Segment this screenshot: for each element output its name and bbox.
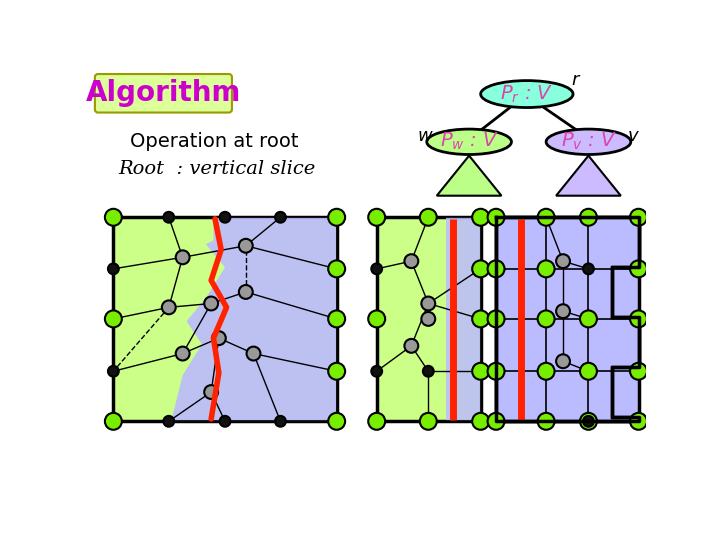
Circle shape xyxy=(580,310,597,327)
Circle shape xyxy=(630,260,647,278)
Text: Algorithm: Algorithm xyxy=(86,79,241,107)
Circle shape xyxy=(204,385,218,399)
Circle shape xyxy=(368,209,385,226)
Circle shape xyxy=(328,413,345,430)
Ellipse shape xyxy=(546,129,631,154)
Circle shape xyxy=(538,260,554,278)
Circle shape xyxy=(556,304,570,318)
Circle shape xyxy=(472,310,489,327)
Text: v: v xyxy=(628,127,639,145)
Circle shape xyxy=(108,264,119,274)
Circle shape xyxy=(487,260,505,278)
Text: $P_v$ : V: $P_v$ : V xyxy=(561,131,616,152)
Circle shape xyxy=(176,251,189,264)
Circle shape xyxy=(368,310,385,327)
Circle shape xyxy=(538,413,554,430)
Circle shape xyxy=(328,260,345,278)
Circle shape xyxy=(487,209,505,226)
Circle shape xyxy=(630,413,647,430)
Polygon shape xyxy=(171,217,337,421)
Polygon shape xyxy=(496,217,639,421)
Circle shape xyxy=(538,310,554,327)
Circle shape xyxy=(420,209,437,226)
Polygon shape xyxy=(437,156,501,195)
Circle shape xyxy=(487,363,505,380)
Text: Operation at root: Operation at root xyxy=(130,132,299,151)
Text: w: w xyxy=(417,127,432,145)
Bar xyxy=(496,217,639,421)
Circle shape xyxy=(487,413,505,430)
Text: $P_w$ : V: $P_w$ : V xyxy=(440,131,498,152)
Polygon shape xyxy=(556,156,621,195)
Circle shape xyxy=(328,209,345,226)
Circle shape xyxy=(472,363,489,380)
Bar xyxy=(377,217,481,421)
Circle shape xyxy=(421,312,435,326)
Circle shape xyxy=(405,254,418,268)
Bar xyxy=(113,217,337,421)
Circle shape xyxy=(105,209,122,226)
Circle shape xyxy=(176,347,189,361)
Circle shape xyxy=(472,260,489,278)
Circle shape xyxy=(220,212,230,222)
Circle shape xyxy=(580,209,597,226)
Circle shape xyxy=(372,264,382,274)
Circle shape xyxy=(275,416,286,427)
Circle shape xyxy=(630,209,647,226)
Text: Root  : vertical slice: Root : vertical slice xyxy=(119,160,316,178)
Circle shape xyxy=(163,416,174,427)
Circle shape xyxy=(420,413,437,430)
Circle shape xyxy=(239,285,253,299)
Circle shape xyxy=(580,363,597,380)
Circle shape xyxy=(105,310,122,327)
Circle shape xyxy=(556,354,570,368)
Circle shape xyxy=(368,413,385,430)
Circle shape xyxy=(423,366,433,377)
Circle shape xyxy=(105,413,122,430)
Circle shape xyxy=(275,212,286,222)
Circle shape xyxy=(220,416,230,427)
Circle shape xyxy=(583,264,594,274)
Circle shape xyxy=(163,212,174,222)
Circle shape xyxy=(204,296,218,310)
Circle shape xyxy=(108,366,119,377)
FancyBboxPatch shape xyxy=(95,74,232,112)
Circle shape xyxy=(328,363,345,380)
Circle shape xyxy=(246,347,261,361)
Circle shape xyxy=(556,254,570,268)
Circle shape xyxy=(405,339,418,353)
Circle shape xyxy=(487,310,505,327)
Circle shape xyxy=(472,209,489,226)
Circle shape xyxy=(421,296,435,310)
Ellipse shape xyxy=(481,80,573,107)
Circle shape xyxy=(372,366,382,377)
Circle shape xyxy=(239,239,253,253)
Polygon shape xyxy=(446,217,481,421)
Ellipse shape xyxy=(427,129,511,154)
Circle shape xyxy=(538,363,554,380)
Circle shape xyxy=(328,310,345,327)
Circle shape xyxy=(212,331,226,345)
Circle shape xyxy=(630,363,647,380)
Circle shape xyxy=(583,416,594,427)
Text: r: r xyxy=(571,71,578,89)
Circle shape xyxy=(162,300,176,314)
Circle shape xyxy=(580,413,597,430)
Circle shape xyxy=(630,310,647,327)
Circle shape xyxy=(538,209,554,226)
Text: $P_r$ : V: $P_r$ : V xyxy=(500,83,554,105)
Circle shape xyxy=(472,413,489,430)
